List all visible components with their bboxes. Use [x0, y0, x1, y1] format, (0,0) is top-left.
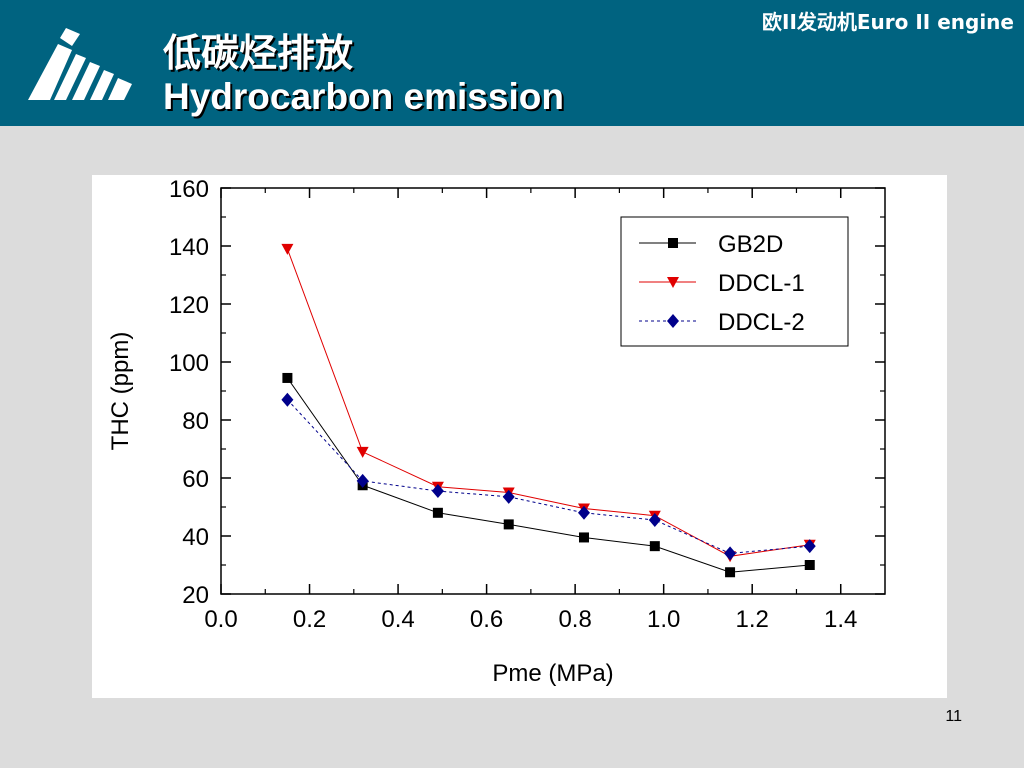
x-tick-label: 1.2 [736, 606, 769, 633]
engine-subtitle: 欧II发动机Euro II engine [762, 10, 1014, 34]
data-point-ddcl-2 [431, 484, 444, 499]
page-title-chinese: 低碳烃排放 [163, 31, 354, 75]
legend-label-ddcl-1: DDCL-1 [718, 270, 805, 297]
legend-marker-ddcl-1 [667, 277, 679, 288]
chart-panel: 0.0 0.2 0.4 0.6 0.8 1.0 1.2 1.4 20 40 60 80 100 120 1… [92, 175, 947, 698]
data-point-gb2d [282, 372, 293, 383]
y-tick-label: 20 [182, 582, 209, 609]
data-point-gb2d [503, 519, 514, 530]
data-point-ddcl-1 [281, 243, 294, 255]
y-tick-label: 60 [182, 466, 209, 493]
data-point-gb2d [432, 507, 443, 518]
legend-marker-ddcl-2 [667, 314, 679, 328]
x-tick-label: 0.6 [470, 606, 503, 633]
legend-label-ddcl-2: DDCL-2 [718, 309, 805, 336]
y-tick-label: 80 [182, 408, 209, 435]
y-tick-label: 140 [169, 234, 209, 261]
company-logo [28, 28, 132, 100]
series-line-ddcl-2 [287, 399, 810, 554]
y-tick-label: 100 [169, 350, 209, 377]
data-point-ddcl-2 [502, 489, 515, 504]
x-tick-label: 1.0 [647, 606, 680, 633]
data-point-ddcl-1 [356, 446, 369, 458]
data-point-gb2d [578, 532, 589, 543]
x-tick-label: 0.8 [558, 606, 591, 633]
page-number: 11 [945, 708, 962, 725]
series-line-gb2d [286, 377, 810, 573]
data-point-gb2d [649, 541, 660, 552]
x-tick-label: 1.4 [824, 606, 857, 633]
data-point-ddcl-2 [648, 513, 661, 528]
data-point-ddcl-2 [724, 546, 737, 561]
data-point-ddcl-2 [356, 473, 369, 488]
x-tick-label: 0.4 [381, 606, 414, 633]
legend-marker-gb2d [668, 238, 678, 248]
page-title-english: Hydrocarbon emission [163, 76, 564, 117]
y-tick-label: 40 [182, 524, 209, 551]
data-point-gb2d [804, 560, 815, 570]
data-point-gb2d [725, 567, 736, 578]
x-tick-label: 0.2 [293, 606, 326, 633]
legend: GB2D DDCL-1 DDCL-2 [620, 216, 849, 347]
thc-chart: 0.0 0.2 0.4 0.6 0.8 1.0 1.2 1.4 20 40 60 80 100 120 1… [107, 176, 886, 687]
data-point-ddcl-2 [803, 539, 816, 554]
data-point-ddcl-2 [577, 505, 590, 520]
y-tick-label: 120 [169, 292, 209, 319]
x-tick-label: 0.0 [204, 606, 237, 633]
header-bar: 低碳烃排放 Hydrocarbon emission 欧II发动机Euro II… [0, 0, 1024, 126]
legend-label-gb2d: GB2D [718, 231, 783, 258]
series-line-ddcl-1 [286, 248, 810, 557]
data-point-ddcl-2 [281, 392, 294, 407]
y-tick-label: 160 [169, 176, 209, 203]
y-axis-label: THC (ppm) [107, 332, 134, 451]
x-axis-label: Pme (MPa) [492, 660, 613, 687]
